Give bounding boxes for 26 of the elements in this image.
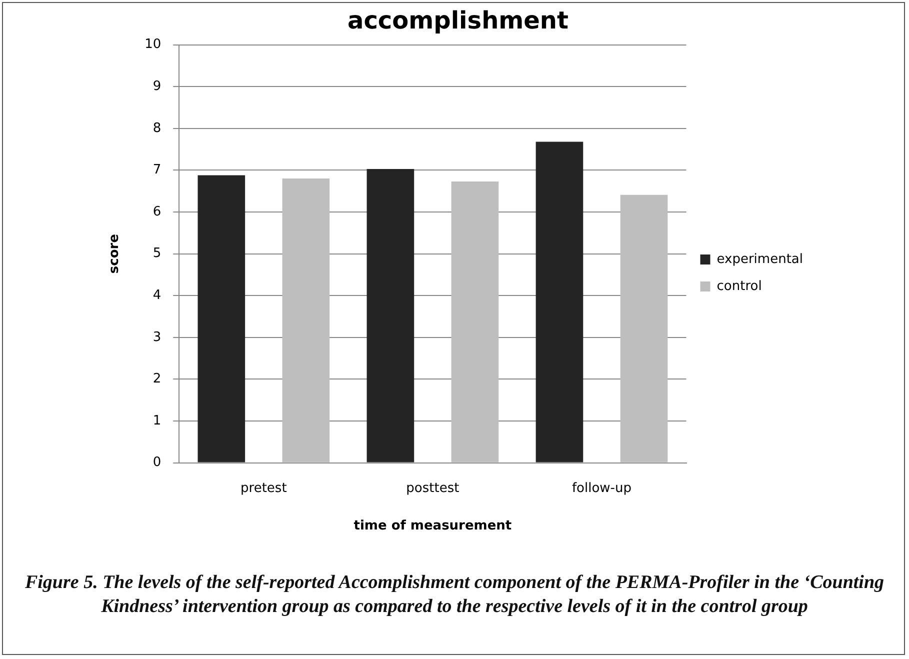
y-tick-label: 3 [152, 330, 162, 345]
bar [536, 142, 584, 462]
legend-label: experimental [716, 252, 804, 267]
y-tick-label: 10 [144, 37, 162, 52]
caption: Figure 5. The levels of the self-reported Accomplishment component of the PERMA-Profiler in the ‘Counting Kindness’ intervention group as compared to the respective levels of it in the control group [24, 571, 886, 619]
bar [282, 178, 330, 462]
bar [620, 194, 668, 462]
y-tick-label: 1 [152, 413, 162, 428]
x-tick-label: pretest [240, 480, 287, 496]
y-tick-label: 7 [152, 162, 162, 178]
bar [366, 168, 414, 462]
x-tick-label: posttest [406, 480, 460, 496]
chart-title: accomplishment [348, 6, 568, 35]
bar [198, 175, 246, 462]
y-tick-label: 6 [152, 204, 162, 220]
y-axis-title: score [107, 234, 122, 274]
y-tick-label: 9 [152, 78, 162, 94]
x-tick-label: follow-up [572, 480, 632, 496]
bar [451, 181, 499, 462]
legend-label: control [716, 278, 762, 294]
y-tick-label: 5 [152, 246, 162, 262]
y-tick-label: 0 [152, 455, 162, 470]
y-tick-label: 4 [152, 288, 162, 303]
y-tick-label: 2 [152, 372, 162, 387]
y-tick-label: 8 [152, 120, 162, 136]
x-axis-title: time of measurement [354, 518, 512, 534]
